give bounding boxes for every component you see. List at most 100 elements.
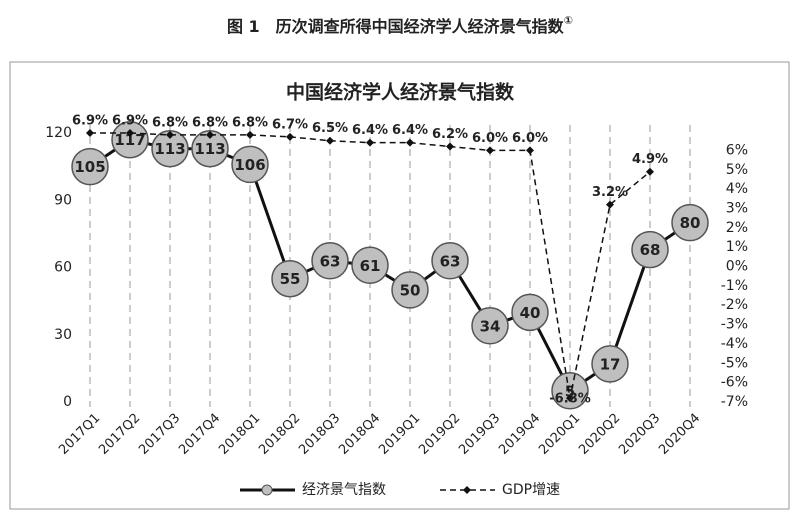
index-label: 34 — [480, 317, 501, 335]
index-marker — [351, 246, 389, 285]
x-tick-label: 2019Q1 — [376, 411, 423, 458]
gdp-label: 6.4% — [392, 123, 428, 138]
index-marker — [431, 242, 469, 280]
y2-tick-label: -5% — [721, 355, 748, 371]
index-label: 68 — [640, 241, 661, 259]
y2-tick-label: 6% — [726, 142, 748, 158]
gdp-label: 6.4% — [352, 123, 388, 138]
x-tick-label: 2020Q1 — [536, 411, 583, 458]
y2-tick-label: -3% — [721, 317, 748, 333]
x-tick-label: 2020Q2 — [576, 411, 623, 458]
index-line — [89, 138, 691, 393]
gdp-marker — [206, 130, 214, 139]
index-marker — [151, 129, 189, 168]
x-tick-label: 2020Q4 — [656, 411, 703, 458]
chart-frame — [9, 61, 790, 510]
index-marker — [631, 230, 669, 269]
index-label: 80 — [680, 214, 701, 232]
figure-title: 图 1 历次调查所得中国经济学人经济景气指数① — [227, 14, 573, 36]
gdp-marker — [166, 130, 174, 139]
gdp-marker — [326, 136, 334, 145]
x-tick-label: 2020Q3 — [616, 411, 663, 458]
gdp-label: 3.2% — [592, 185, 628, 200]
x-tick-label: 2017Q2 — [96, 411, 143, 458]
gdp-label: 6.0% — [512, 131, 548, 146]
x-tick-label: 2018Q1 — [216, 411, 263, 458]
index-marker — [111, 120, 149, 159]
x-tick-label: 2017Q3 — [136, 411, 183, 458]
index-label: 63 — [320, 252, 341, 270]
y2-tick-label: 5% — [726, 162, 748, 178]
y2-tick-label: 3% — [726, 200, 748, 216]
gdp-label: 6.8% — [192, 115, 228, 130]
gdp-label: 6.9% — [112, 114, 148, 129]
index-label: 117 — [114, 131, 145, 149]
gdp-marker — [566, 394, 574, 403]
y2-tick-label: 2% — [726, 220, 748, 236]
index-marker — [191, 129, 229, 168]
gdp-marker — [366, 138, 374, 147]
gdp-marker — [286, 132, 294, 141]
gdp-marker — [526, 146, 534, 155]
gdp-marker — [446, 142, 454, 151]
gdp-marker — [406, 138, 414, 147]
index-marker — [71, 147, 109, 186]
y2-tick-label: 0% — [726, 259, 748, 275]
y2-tick-label: -2% — [721, 297, 748, 313]
y2-tick-label: -1% — [721, 278, 748, 294]
index-label: 50 — [400, 281, 421, 299]
x-tick-label: 2018Q4 — [336, 411, 383, 458]
index-marker — [551, 372, 589, 410]
y2-tick-label: 4% — [726, 181, 748, 197]
gdp-label: 4.9% — [632, 152, 668, 167]
x-tick-label: 2019Q2 — [416, 411, 463, 458]
index-marker — [511, 293, 549, 332]
index-label: 5 — [565, 382, 575, 400]
y-tick-label: 30 — [54, 327, 72, 343]
x-tick-label: 2017Q4 — [176, 411, 223, 458]
legend-label: GDP增速 — [502, 482, 560, 498]
gdp-label: 6.5% — [312, 121, 348, 136]
index-label: 63 — [440, 252, 461, 270]
gdp-marker — [126, 129, 134, 137]
x-tick-label: 2017Q1 — [56, 411, 103, 458]
index-label: 17 — [600, 355, 621, 373]
y-tick-label: 60 — [54, 260, 72, 276]
index-label: 55 — [280, 270, 301, 288]
x-tick-label: 2018Q3 — [296, 411, 343, 458]
y2-tick-label: 1% — [726, 239, 748, 255]
gdp-label: -6.8% — [549, 392, 590, 407]
index-label: 106 — [234, 156, 265, 174]
gdp-marker — [246, 130, 254, 139]
y-tick-label: 90 — [54, 192, 72, 208]
gdp-label: 6.0% — [472, 131, 508, 146]
x-tick-label: 2018Q2 — [256, 411, 303, 458]
gdp-marker — [606, 200, 614, 209]
index-marker — [671, 203, 709, 242]
index-marker — [311, 242, 349, 280]
y2-tick-label: -7% — [721, 394, 748, 410]
y2-tick-label: -6% — [721, 375, 748, 391]
gdp-label: 6.8% — [152, 115, 188, 130]
legend-label: 经济景气指数 — [302, 482, 386, 498]
index-label: 113 — [194, 140, 225, 158]
y-tick-label: 0 — [63, 394, 72, 410]
y-tick-label: 120 — [45, 125, 72, 141]
index-marker — [391, 271, 429, 309]
chart-title: 中国经济学人经济景气指数 — [286, 81, 515, 104]
gdp-marker — [486, 146, 494, 155]
figure-title-note: ① — [564, 14, 573, 27]
gdp-marker — [86, 129, 94, 137]
gdp-label: 6.8% — [232, 115, 268, 130]
legend-marker — [261, 484, 273, 496]
index-marker — [471, 307, 509, 345]
figure-title-text: 图 1 历次调查所得中国经济学人经济景气指数 — [227, 17, 565, 36]
index-label: 113 — [154, 140, 185, 158]
gdp-label: 6.9% — [72, 114, 108, 129]
y2-tick-label: -4% — [721, 336, 748, 352]
x-tick-label: 2019Q3 — [456, 411, 503, 458]
index-marker — [591, 345, 629, 383]
index-label: 40 — [520, 304, 541, 322]
index-marker — [271, 259, 309, 298]
